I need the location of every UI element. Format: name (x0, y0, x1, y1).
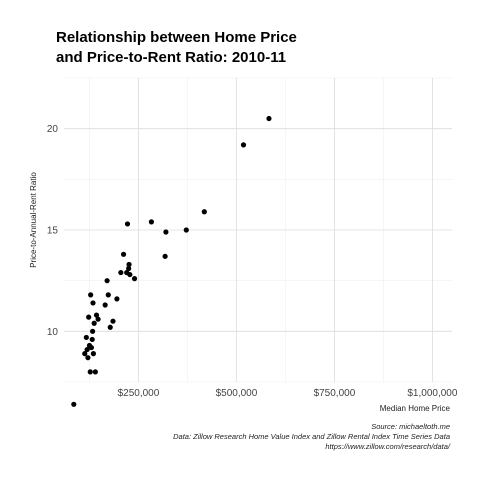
y-axis-ticks: 10 15 20 (47, 124, 59, 338)
data-point (120, 251, 127, 257)
data-point (90, 328, 96, 334)
chart-title-line-2: and Price-to-Rent Ratio: 2010-11 (56, 49, 286, 66)
caption-data: Data: Zillow Research Home Value Index a… (173, 432, 450, 441)
data-point (126, 265, 132, 272)
data-point (131, 276, 138, 282)
x-tick-label: $500,000 (216, 388, 258, 399)
data-point (85, 355, 91, 361)
data-point (84, 346, 90, 353)
data-point (88, 344, 95, 351)
chart-title-line-1: Relationship between Home Price (56, 29, 297, 46)
data-point (107, 324, 113, 330)
data-point (90, 351, 96, 357)
data-point (240, 142, 247, 148)
x-tick-label: $250,000 (118, 388, 160, 399)
data-point (127, 271, 133, 278)
data-point (88, 292, 94, 298)
data-point (83, 334, 89, 341)
data-point (114, 296, 120, 302)
caption-source: Source: michaeltoth.me (371, 422, 450, 431)
data-point (118, 269, 124, 276)
data-point (90, 300, 96, 306)
data-point (124, 221, 131, 227)
y-tick-label: 20 (47, 124, 59, 135)
data-point (95, 316, 101, 322)
data-point (104, 278, 110, 284)
data-point (126, 261, 132, 268)
data-point (89, 336, 95, 343)
data-point (266, 115, 272, 122)
data-point (201, 209, 207, 215)
x-tick-label: $1,000,000 (407, 388, 457, 399)
data-point (82, 351, 88, 357)
data-point (105, 292, 111, 298)
data-point (162, 253, 168, 259)
data-point (87, 369, 93, 375)
data-point (110, 318, 116, 324)
x-axis-ticks: $250,000 $500,000 $750,000 $1,000,000 (118, 388, 458, 399)
data-point (92, 369, 98, 375)
data-points (71, 115, 272, 407)
y-tick-label: 10 (47, 327, 59, 338)
y-axis-label: Price-to-Annual-Rent Ratio (29, 172, 38, 268)
data-point (148, 219, 154, 225)
x-tick-label: $750,000 (314, 388, 356, 399)
data-point (163, 229, 169, 235)
x-axis-label: Median Home Price (380, 404, 451, 413)
grid (64, 77, 452, 383)
data-point (71, 401, 77, 407)
data-point (102, 302, 108, 308)
data-point (183, 227, 189, 233)
data-point (86, 314, 92, 320)
caption-url: https://www.zillow.com/research/data/ (325, 442, 451, 451)
data-point (93, 312, 100, 318)
data-point (91, 320, 97, 326)
y-tick-label: 15 (47, 226, 59, 237)
